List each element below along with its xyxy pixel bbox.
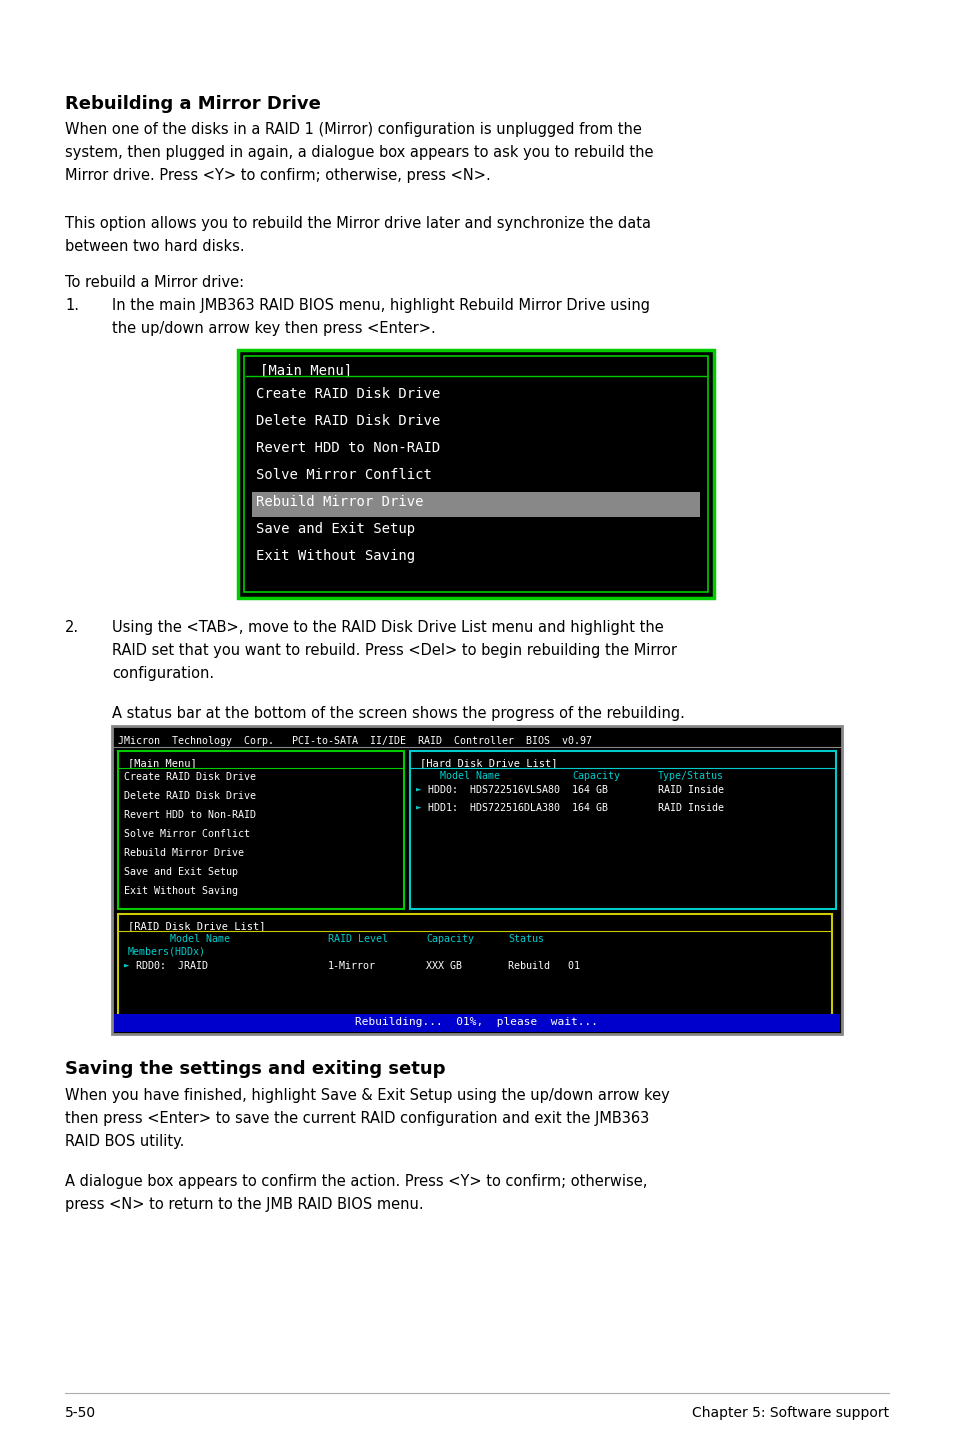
Text: ►: ► bbox=[416, 785, 421, 794]
Text: 1.: 1. bbox=[65, 298, 79, 313]
Text: Model Name: Model Name bbox=[170, 935, 230, 943]
Text: JMicron  Technology  Corp.   PCI-to-SATA  II/IDE  RAID  Controller  BIOS  v0.97: JMicron Technology Corp. PCI-to-SATA II/… bbox=[118, 736, 592, 746]
Text: Save and Exit Setup: Save and Exit Setup bbox=[124, 867, 237, 877]
Text: Exit Without Saving: Exit Without Saving bbox=[124, 886, 237, 896]
Text: Solve Mirror Conflict: Solve Mirror Conflict bbox=[124, 828, 250, 838]
Text: Revert HDD to Non-RAID: Revert HDD to Non-RAID bbox=[124, 810, 255, 820]
Text: Saving the settings and exiting setup: Saving the settings and exiting setup bbox=[65, 1060, 445, 1078]
Text: Revert HDD to Non-RAID: Revert HDD to Non-RAID bbox=[255, 441, 439, 454]
Text: Model Name: Model Name bbox=[439, 771, 499, 781]
Text: 164 GB: 164 GB bbox=[572, 785, 607, 795]
Text: [RAID Disk Drive List]: [RAID Disk Drive List] bbox=[128, 920, 265, 930]
Text: RAID Level: RAID Level bbox=[328, 935, 388, 943]
Text: Using the <TAB>, move to the RAID Disk Drive List menu and highlight the
RAID se: Using the <TAB>, move to the RAID Disk D… bbox=[112, 620, 677, 680]
Text: XXX GB: XXX GB bbox=[426, 961, 461, 971]
Text: [Hard Disk Drive List]: [Hard Disk Drive List] bbox=[419, 758, 557, 768]
Text: Members(HDDx): Members(HDDx) bbox=[128, 948, 206, 958]
Text: In the main JMB363 RAID BIOS menu, highlight Rebuild Mirror Drive using
the up/d: In the main JMB363 RAID BIOS menu, highl… bbox=[112, 298, 649, 336]
Bar bbox=[118, 915, 831, 1017]
Text: Delete RAID Disk Drive: Delete RAID Disk Drive bbox=[255, 414, 439, 429]
Text: RDD0:  JRAID: RDD0: JRAID bbox=[136, 961, 208, 971]
Text: 5-50: 5-50 bbox=[65, 1406, 96, 1419]
Bar bbox=[252, 492, 700, 518]
Text: A status bar at the bottom of the screen shows the progress of the rebuilding.: A status bar at the bottom of the screen… bbox=[112, 706, 684, 720]
Text: Rebuilding...  01%,  please  wait...: Rebuilding... 01%, please wait... bbox=[355, 1017, 598, 1027]
Bar bbox=[237, 349, 713, 598]
Text: Capacity: Capacity bbox=[426, 935, 474, 943]
Text: Exit Without Saving: Exit Without Saving bbox=[255, 549, 415, 564]
Text: Type/Status: Type/Status bbox=[658, 771, 723, 781]
Text: Rebuild Mirror Drive: Rebuild Mirror Drive bbox=[124, 848, 244, 858]
Text: This option allows you to rebuild the Mirror drive later and synchronize the dat: This option allows you to rebuild the Mi… bbox=[65, 216, 650, 253]
Bar bbox=[410, 751, 835, 909]
Text: Create RAID Disk Drive: Create RAID Disk Drive bbox=[255, 387, 439, 401]
Text: Chapter 5: Software support: Chapter 5: Software support bbox=[691, 1406, 888, 1419]
Text: 1-Mirror: 1-Mirror bbox=[328, 961, 375, 971]
Text: Delete RAID Disk Drive: Delete RAID Disk Drive bbox=[124, 791, 255, 801]
Bar bbox=[244, 357, 707, 592]
Text: ►: ► bbox=[124, 961, 130, 971]
Text: HDD0:  HDS722516VLSA80: HDD0: HDS722516VLSA80 bbox=[428, 785, 559, 795]
Text: RAID Inside: RAID Inside bbox=[658, 785, 723, 795]
Text: Capacity: Capacity bbox=[572, 771, 619, 781]
Text: To rebuild a Mirror drive:: To rebuild a Mirror drive: bbox=[65, 275, 244, 290]
Text: Solve Mirror Conflict: Solve Mirror Conflict bbox=[255, 467, 432, 482]
Text: HDD1:  HDS722516DLA380: HDD1: HDS722516DLA380 bbox=[428, 802, 559, 812]
Text: Status: Status bbox=[507, 935, 543, 943]
Text: Rebuild Mirror Drive: Rebuild Mirror Drive bbox=[255, 495, 423, 509]
Text: Create RAID Disk Drive: Create RAID Disk Drive bbox=[124, 772, 255, 782]
Text: Save and Exit Setup: Save and Exit Setup bbox=[255, 522, 415, 536]
Text: When one of the disks in a RAID 1 (Mirror) configuration is unplugged from the
s: When one of the disks in a RAID 1 (Mirro… bbox=[65, 122, 653, 183]
Text: A dialogue box appears to confirm the action. Press <Y> to confirm; otherwise,
p: A dialogue box appears to confirm the ac… bbox=[65, 1173, 647, 1212]
Text: RAID Inside: RAID Inside bbox=[658, 802, 723, 812]
Bar bbox=[118, 751, 403, 909]
Text: 164 GB: 164 GB bbox=[572, 802, 607, 812]
Text: [Main Menu]: [Main Menu] bbox=[260, 364, 352, 378]
Text: ►: ► bbox=[416, 802, 421, 812]
Bar bbox=[113, 1014, 840, 1032]
Text: When you have finished, highlight Save & Exit Setup using the up/down arrow key
: When you have finished, highlight Save &… bbox=[65, 1089, 669, 1149]
Text: 2.: 2. bbox=[65, 620, 79, 636]
Text: Rebuild   01: Rebuild 01 bbox=[507, 961, 579, 971]
Bar bbox=[112, 726, 841, 1034]
Text: Rebuilding a Mirror Drive: Rebuilding a Mirror Drive bbox=[65, 95, 320, 114]
Text: [Main Menu]: [Main Menu] bbox=[128, 758, 196, 768]
